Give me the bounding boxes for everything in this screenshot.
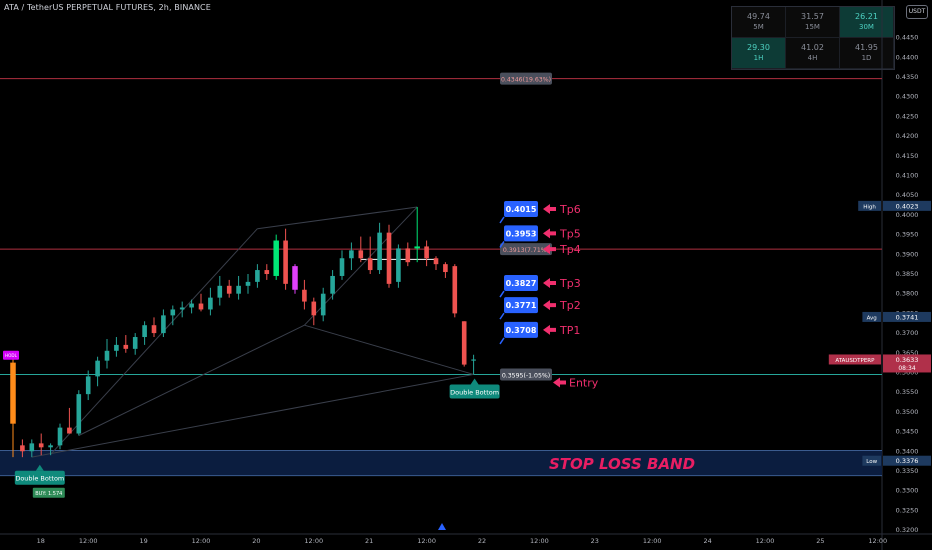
rsi-value: 26.21: [855, 12, 878, 21]
chart-title: ATA / TetherUS PERPETUAL FUTURES, 2h, BI…: [4, 3, 211, 12]
rsi-timeframe: 4H: [807, 54, 818, 62]
rsi-timeframe: 1D: [861, 54, 872, 62]
rsi-timeframe: 5M: [753, 23, 764, 31]
rsi-table: 49.74 5M 31.57 15M 26.21 30M 29.30 1H 41.02 4H 41.…: [731, 6, 895, 70]
rsi-timeframe: 15M: [805, 23, 820, 31]
rsi-value: 41.02: [801, 43, 824, 52]
rsi-cell: 29.30 1H: [732, 38, 786, 69]
rsi-cell: 49.74 5M: [732, 7, 786, 38]
rsi-cell: 31.57 15M: [786, 7, 840, 38]
rsi-value: 29.30: [747, 43, 770, 52]
rsi-value: 41.95: [855, 43, 878, 52]
currency-badge[interactable]: USDT: [906, 5, 928, 19]
rsi-cell: 41.02 4H: [786, 38, 840, 69]
rsi-timeframe: 30M: [859, 23, 874, 31]
rsi-value: 31.57: [801, 12, 824, 21]
rsi-grid: 49.74 5M 31.57 15M 26.21 30M 29.30 1H 41.02 4H 41.…: [732, 7, 894, 69]
rsi-cell: 26.21 30M: [840, 7, 894, 38]
rsi-value: 49.74: [747, 12, 770, 21]
rsi-cell: 41.95 1D: [840, 38, 894, 69]
rsi-timeframe: 1H: [753, 54, 764, 62]
